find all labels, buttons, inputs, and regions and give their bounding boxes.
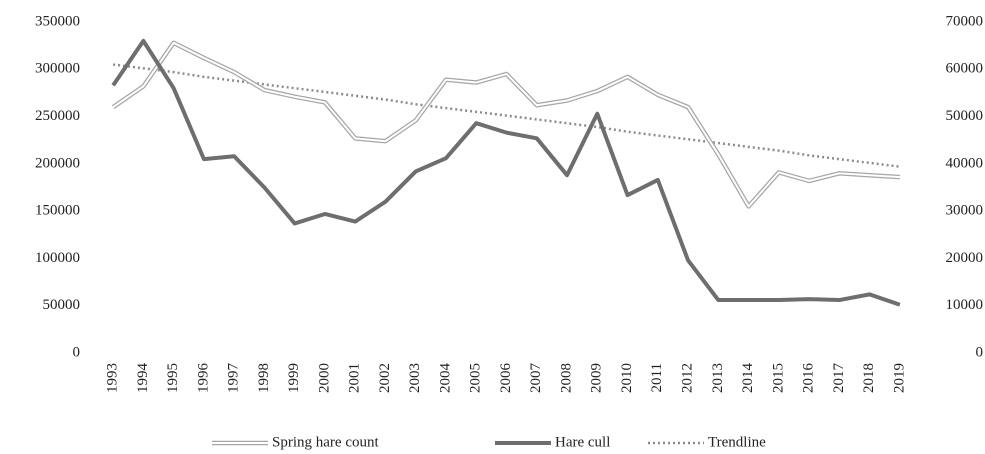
x-tick-label: 1993 (105, 363, 121, 393)
x-tick-label: 1997 (226, 363, 242, 394)
y2-tick-label: 0 (976, 344, 984, 360)
y-tick-label: 350000 (35, 13, 80, 29)
x-tick-label: 2005 (468, 363, 484, 393)
x-tick-label: 2000 (316, 363, 332, 393)
y-tick-label: 0 (73, 344, 81, 360)
x-tick-label: 2018 (861, 363, 877, 393)
x-tick-label: 1996 (195, 363, 211, 394)
y2-tick-label: 60000 (946, 61, 984, 77)
trend-line (112, 63, 901, 168)
y2-tick-label: 10000 (946, 297, 984, 313)
x-tick-label: 2006 (498, 363, 514, 394)
line-series (111, 38, 901, 307)
x-tick-label: 2015 (770, 363, 786, 393)
x-tick-label: 2016 (801, 363, 817, 394)
line-series (112, 41, 900, 208)
legend-label: Hare cull (555, 434, 610, 450)
x-tick-label: 1999 (286, 363, 302, 393)
x-tick-label: 2008 (558, 363, 574, 393)
y-tick-label: 300000 (35, 61, 80, 77)
y2-tick-label: 40000 (946, 155, 984, 171)
x-tick-label: 2014 (740, 363, 756, 394)
line-series-outline (111, 40, 901, 209)
y-tick-label: 150000 (35, 203, 80, 219)
x-tick-label: 2003 (407, 363, 423, 393)
x-tick-label: 1998 (256, 363, 272, 393)
y-tick-label: 100000 (35, 250, 80, 266)
legend-label: Spring hare count (272, 434, 379, 450)
x-tick-label: 1994 (135, 363, 151, 394)
x-tick-label: 2019 (891, 363, 907, 393)
x-tick-label: 1995 (165, 363, 181, 393)
x-tick-label: 2010 (619, 363, 635, 393)
x-tick-label: 2012 (679, 363, 695, 393)
x-tick-label: 2004 (437, 363, 453, 394)
y-tick-label: 200000 (35, 155, 80, 171)
y-tick-label: 50000 (43, 297, 81, 313)
x-tick-label: 2011 (649, 363, 665, 392)
y2-tick-label: 50000 (946, 108, 984, 124)
y-tick-label: 250000 (35, 108, 80, 124)
y2-tick-label: 20000 (946, 250, 984, 266)
y2-tick-label: 70000 (946, 13, 984, 29)
x-tick-label: 2007 (528, 363, 544, 394)
x-tick-label: 2001 (347, 363, 363, 393)
x-tick-label: 2013 (710, 363, 726, 393)
y2-tick-label: 30000 (946, 203, 984, 219)
x-tick-label: 2017 (831, 363, 847, 394)
x-tick-label: 2002 (377, 363, 393, 393)
x-tick-label: 2009 (589, 363, 605, 393)
legend-label: Trendline (708, 434, 766, 450)
